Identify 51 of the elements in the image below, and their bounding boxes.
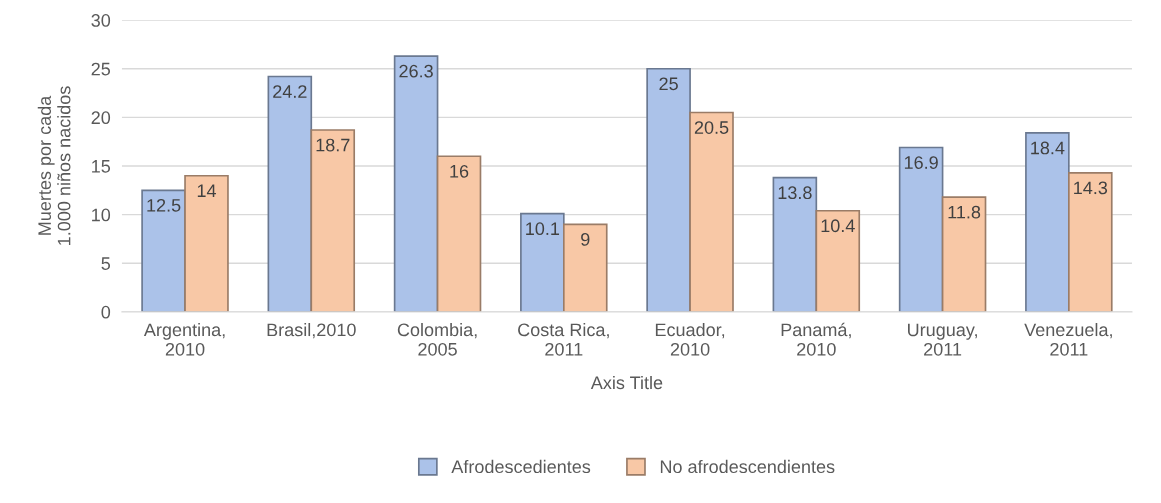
x-axis-title: Axis Title — [590, 375, 663, 390]
data-label: 25 — [659, 77, 678, 91]
bar — [1025, 132, 1070, 312]
data-label: 13.8 — [778, 186, 812, 200]
legend-label: No afrodescendientes — [660, 459, 835, 474]
data-label: 26.3 — [399, 64, 433, 78]
y-tick-label: 10 — [92, 208, 111, 222]
bar — [393, 55, 439, 312]
legend-label: Afrodescedientes — [451, 459, 591, 474]
bar — [898, 146, 944, 312]
bar — [562, 223, 608, 312]
y-tick-label: 5 — [101, 257, 111, 270]
x-tick-label: Ecuador, 2010 — [655, 322, 725, 356]
data-label: 20.5 — [694, 121, 729, 134]
bar — [815, 209, 861, 312]
y-axis-title: Muertes por cada 1.000 niños nacidos — [37, 86, 71, 245]
y-tick-label: 0 — [101, 305, 111, 319]
x-tick-label: Venezuela, 2011 — [1024, 322, 1112, 356]
x-tick-label: Colombia, 2005 — [397, 322, 477, 356]
data-label: 14.3 — [1074, 181, 1108, 195]
bar — [1068, 171, 1113, 312]
y-tick-label: 15 — [92, 160, 111, 173]
data-label: 18.7 — [316, 138, 350, 152]
data-label: 24.2 — [273, 85, 307, 98]
bar — [941, 196, 987, 312]
data-label: 16 — [450, 164, 469, 178]
x-tick-label: Argentina, 2010 — [143, 322, 225, 356]
y-tick-label: 25 — [91, 62, 111, 76]
y-tick-label: 30 — [91, 14, 111, 27]
data-label: 14 — [197, 184, 217, 197]
x-tick-label: Brasil,2010 — [267, 322, 356, 339]
bar — [436, 155, 482, 312]
bar — [267, 75, 313, 312]
bar — [646, 67, 691, 312]
y-tick-label: 20 — [91, 111, 111, 125]
bar — [141, 189, 186, 312]
bar — [772, 176, 818, 312]
data-label: 10.1 — [526, 222, 560, 236]
bar — [520, 212, 565, 312]
data-label: 12.5 — [147, 198, 181, 212]
x-tick-label: Costa Rica, 2011 — [518, 322, 609, 356]
bar — [184, 174, 229, 312]
data-label: 16.9 — [904, 156, 938, 169]
data-label: 11.8 — [948, 205, 981, 219]
bar — [689, 111, 734, 312]
data-label: 9 — [581, 232, 590, 246]
x-tick-label: Panamá, 2010 — [781, 322, 851, 356]
bar — [310, 129, 356, 312]
data-label: 10.4 — [821, 219, 855, 233]
x-tick-label: Uruguay, 2011 — [908, 323, 977, 356]
data-label: 18.4 — [1031, 141, 1065, 155]
